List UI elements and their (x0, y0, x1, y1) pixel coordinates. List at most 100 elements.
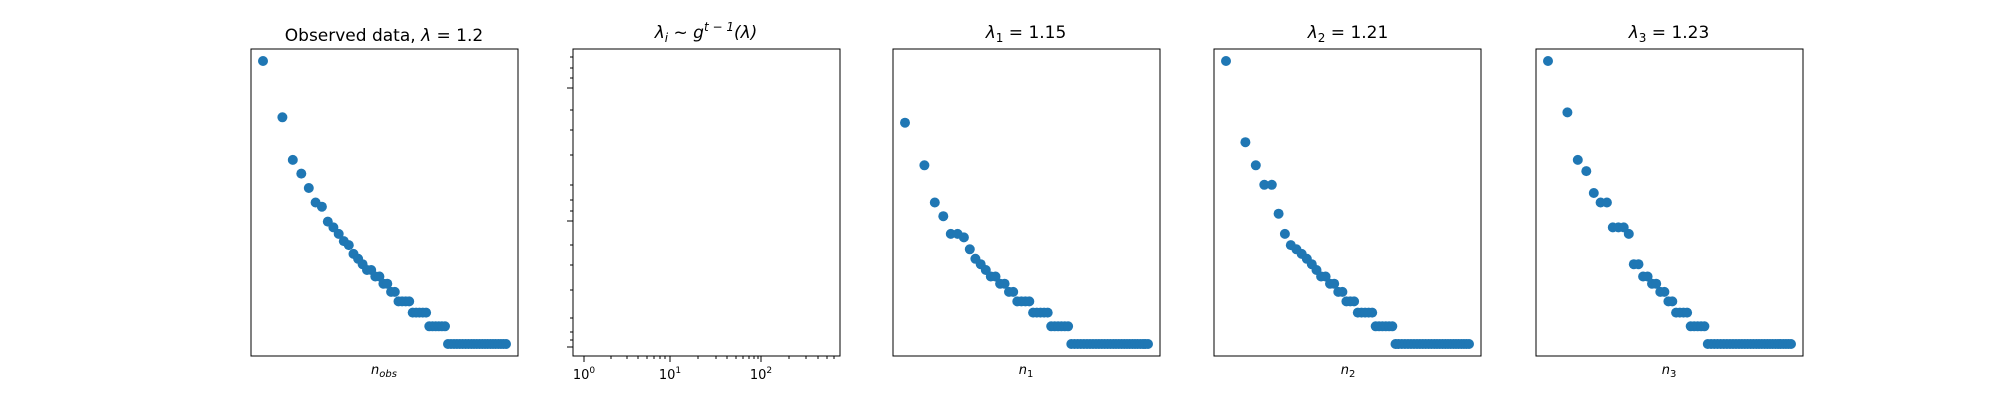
title-lambda: λ (1307, 23, 1318, 43)
data-point (296, 168, 307, 179)
x-tick-label: 101 (659, 366, 681, 383)
data-point (1329, 278, 1340, 289)
data-point (964, 244, 975, 255)
plot-frame (250, 48, 519, 357)
x-axis-label-base: n (1662, 363, 1670, 378)
data-point (1273, 208, 1284, 219)
data-point (999, 278, 1010, 289)
title-value: = 1.2 (431, 26, 483, 46)
data-point (1387, 321, 1398, 332)
data-point (900, 117, 910, 128)
data-point (1337, 286, 1348, 297)
data-point (990, 271, 1001, 282)
x-tick-base: 10 (573, 368, 590, 383)
data-point (333, 228, 344, 239)
title-sub: 3 (1639, 31, 1647, 45)
title-text: Observed data, (285, 26, 421, 46)
title-lambda: λ (420, 26, 431, 46)
plot-frame (1535, 48, 1804, 357)
data-point (389, 286, 400, 297)
data-point (501, 339, 511, 349)
x-tick-exp: 0 (589, 366, 595, 376)
data-point (1601, 197, 1612, 208)
data-point (1221, 56, 1231, 66)
data-point (421, 307, 432, 318)
data-point (316, 201, 327, 212)
x-axis-label-sub: 3 (1670, 369, 1676, 380)
x-axis-label-sub: 1 (1027, 369, 1033, 380)
data-point (1667, 296, 1678, 307)
data-point (1623, 228, 1634, 239)
data-point (440, 321, 450, 332)
title-lambda: λ (985, 23, 996, 43)
data-point (382, 278, 393, 289)
plot-area-simulated-2 (1221, 56, 1474, 349)
data-point (1633, 259, 1644, 270)
plot-frame (572, 48, 841, 357)
panel-title: λ1 = 1.15 (985, 23, 1067, 45)
data-point (1543, 56, 1553, 66)
title-sub: i (665, 31, 669, 45)
data-point (958, 232, 969, 243)
data-point (1266, 179, 1277, 190)
data-point (1024, 296, 1035, 307)
data-point (1143, 339, 1153, 349)
title-sup: t − 1 (704, 20, 734, 34)
data-point (1562, 107, 1573, 118)
x-axis-label-base: n (371, 363, 379, 378)
data-point (1259, 179, 1270, 190)
panel-prior: λi ~ gt − 1(λ) (567, 20, 841, 383)
title-value: = 1.23 (1646, 23, 1709, 43)
title-args: (λ) (734, 23, 757, 43)
x-axis-label: n1 (1019, 363, 1034, 380)
plot-frame (892, 48, 1161, 357)
data-point (1572, 154, 1583, 165)
y-axis-ticks (567, 56, 573, 348)
data-point (1581, 166, 1592, 177)
x-tick-exp: 1 (675, 366, 681, 376)
data-point (343, 240, 354, 251)
x-axis-label-sub: obs (379, 369, 397, 380)
plot-area-simulated-1 (900, 117, 1153, 349)
x-axis-ticks (583, 356, 835, 362)
panel-simulated-3: λ3 = 1.23 n3 (1535, 23, 1804, 380)
x-tick-base: 10 (659, 368, 676, 383)
panel-title: λ3 = 1.23 (1628, 23, 1710, 45)
title-sub: 1 (996, 31, 1004, 45)
title-lambda: λ (1628, 23, 1639, 43)
data-point (1786, 339, 1796, 349)
data-point (277, 112, 288, 123)
x-axis-label: n2 (1341, 363, 1356, 380)
data-point (1250, 160, 1261, 171)
data-point (1682, 307, 1693, 318)
data-point (287, 154, 298, 165)
data-point (1349, 296, 1360, 307)
panel-title: λ2 = 1.21 (1307, 23, 1389, 45)
data-point (929, 197, 940, 208)
data-point (303, 183, 314, 193)
data-point (1651, 278, 1662, 289)
x-tick-label: 100 (573, 366, 596, 383)
data-point (1642, 271, 1653, 282)
x-axis-label: nobs (371, 363, 397, 380)
data-point (1588, 188, 1599, 198)
data-point (258, 56, 268, 66)
title-value: = 1.15 (1003, 23, 1066, 43)
panel-simulated-1: λ1 = 1.15 n1 (892, 23, 1161, 380)
data-point (1659, 286, 1670, 297)
title-lambda: λ (654, 23, 665, 43)
x-axis-label: n3 (1662, 363, 1677, 380)
panel-title: λi ~ gt − 1(λ) (654, 20, 758, 45)
data-point (1699, 321, 1710, 332)
data-point (938, 211, 949, 222)
panel-simulated-2: λ2 = 1.21 n2 (1213, 23, 1482, 380)
data-point (404, 296, 415, 307)
data-point (1240, 137, 1251, 148)
plot-area-observed (258, 56, 511, 349)
title-value: = 1.21 (1325, 23, 1388, 43)
data-point (1279, 228, 1290, 239)
data-point (1063, 321, 1074, 332)
data-point (919, 160, 930, 171)
panel-observed: Observed data, λ = 1.2 nobs (250, 26, 519, 380)
